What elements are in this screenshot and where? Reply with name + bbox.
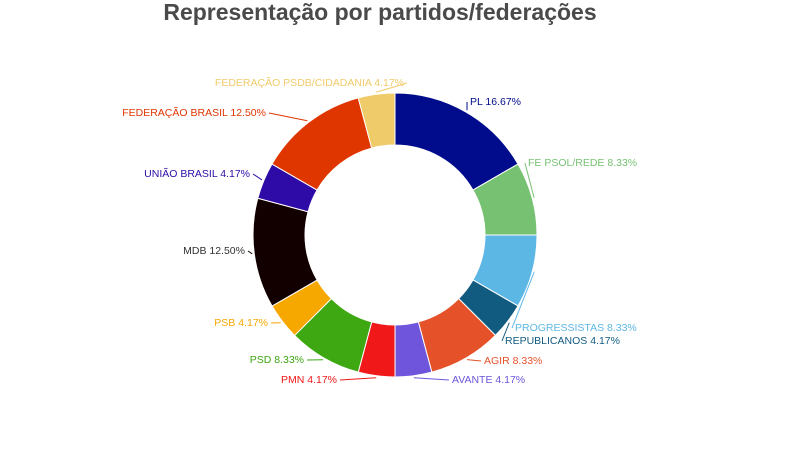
label-name: FEDERAÇÃO PSDB/CIDADANIA	[215, 76, 372, 89]
data-label: MDB 12.50%	[183, 245, 245, 257]
data-label: FE PSOL/REDE 8.33%	[528, 157, 637, 169]
data-label: AVANTE 4.17%	[452, 374, 525, 386]
label-name: PMN	[281, 374, 304, 386]
data-label: FEDERAÇÃO BRASIL 12.50%	[122, 106, 266, 119]
leader-line	[268, 112, 308, 122]
label-value: 8.33%	[607, 322, 637, 334]
label-name: FEDERAÇÃO BRASIL	[122, 106, 228, 119]
data-label: PL 16.67%	[470, 96, 521, 108]
label-name: MDB	[183, 245, 206, 257]
label-value: 12.50%	[209, 245, 245, 257]
label-value: 4.17%	[307, 374, 337, 386]
data-label: UNIÃO BRASIL 4.17%	[144, 167, 250, 180]
label-name: AVANTE	[452, 374, 492, 386]
leader-line	[511, 272, 535, 329]
label-value: 8.33%	[607, 157, 637, 169]
label-value: 8.33%	[513, 355, 543, 367]
leader-line	[524, 162, 535, 198]
donut-slice	[357, 92, 396, 149]
label-name: PSB	[214, 317, 235, 329]
leader-line	[339, 377, 377, 381]
label-value: 4.17%	[590, 335, 620, 347]
leader-line	[247, 250, 253, 255]
label-value: 8.33%	[274, 354, 304, 366]
data-label: PMN 4.17%	[281, 374, 337, 386]
label-value: 4.17%	[374, 77, 404, 89]
leader-line	[376, 82, 408, 93]
label-value: 4.17%	[220, 168, 250, 180]
label-name: FE PSOL/REDE	[528, 157, 604, 169]
label-value: 12.50%	[230, 107, 266, 119]
label-name: UNIÃO BRASIL	[144, 167, 218, 180]
chart-title: Representação por partidos/federações	[163, 0, 596, 25]
label-value: 4.17%	[238, 317, 268, 329]
data-label: REPUBLICANOS 4.17%	[505, 335, 620, 347]
label-name: PROGRESSISTAS	[515, 322, 604, 334]
label-value: 16.67%	[485, 96, 521, 108]
leader-line	[413, 377, 450, 381]
data-label: PROGRESSISTAS 8.33%	[515, 322, 637, 334]
data-label: PSD 8.33%	[250, 354, 304, 366]
leader-line	[466, 359, 482, 362]
label-name: PL	[470, 96, 483, 108]
data-label: AGIR 8.33%	[484, 355, 542, 367]
label-name: PSD	[250, 354, 272, 366]
label-name: REPUBLICANOS	[505, 335, 587, 347]
label-value: 4.17%	[495, 374, 525, 386]
leader-line	[501, 322, 510, 342]
leader-line	[252, 173, 263, 181]
data-label: FEDERAÇÃO PSDB/CIDADANIA 4.17%	[215, 76, 404, 89]
label-name: AGIR	[484, 355, 510, 367]
data-label: PSB 4.17%	[214, 317, 268, 329]
